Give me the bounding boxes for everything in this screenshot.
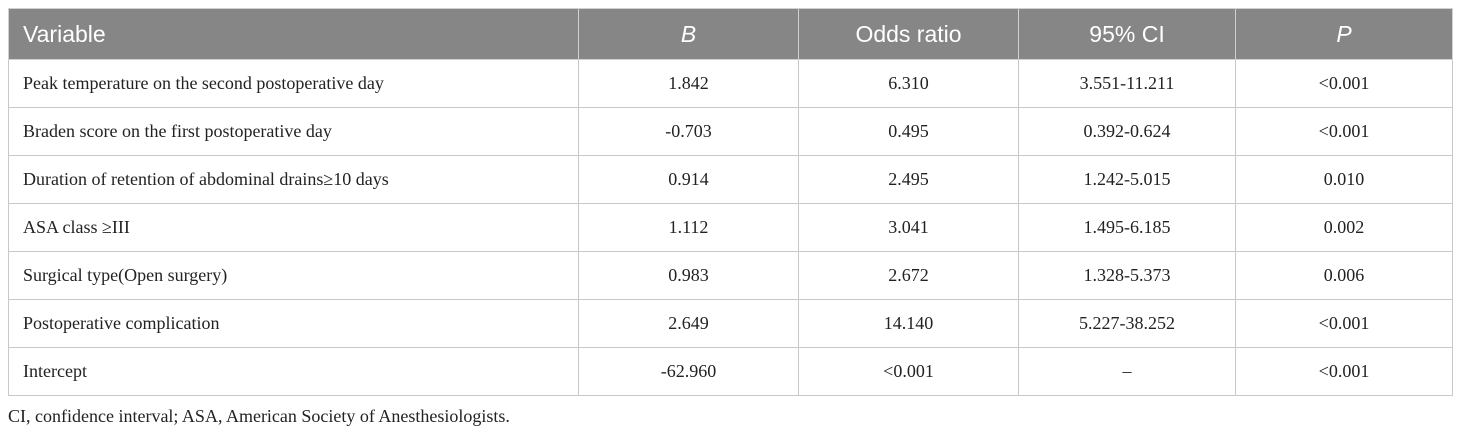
column-header: Odds ratio bbox=[798, 8, 1019, 60]
variable-cell: Intercept bbox=[8, 347, 579, 396]
table-header: Variable B Odds ratio 95% CI P bbox=[8, 8, 1453, 60]
table-row: Surgical type(Open surgery) 0.983 2.672 1.3… bbox=[8, 251, 1453, 300]
column-header: Variable bbox=[8, 8, 579, 60]
value-cell: 1.495-6.185 bbox=[1018, 203, 1236, 252]
value-cell: <0.001 bbox=[1235, 107, 1453, 156]
value-cell: 0.006 bbox=[1235, 251, 1453, 300]
table-row: Duration of retention of abdominal drain… bbox=[8, 155, 1453, 204]
value-cell: -0.703 bbox=[578, 107, 799, 156]
variable-cell: Duration of retention of abdominal drain… bbox=[8, 155, 579, 204]
variable-cell: ASA class ≥III bbox=[8, 203, 579, 252]
value-cell: 0.002 bbox=[1235, 203, 1453, 252]
value-cell: -62.960 bbox=[578, 347, 799, 396]
value-cell: 5.227-38.252 bbox=[1018, 299, 1236, 348]
value-cell: 0.392-0.624 bbox=[1018, 107, 1236, 156]
variable-cell: Peak temperature on the second postopera… bbox=[8, 59, 579, 108]
value-cell: 6.310 bbox=[798, 59, 1019, 108]
column-header: P bbox=[1235, 8, 1453, 60]
value-cell: 0.914 bbox=[578, 155, 799, 204]
column-header: 95% CI bbox=[1018, 8, 1236, 60]
value-cell: <0.001 bbox=[1235, 59, 1453, 108]
value-cell: 0.983 bbox=[578, 251, 799, 300]
value-cell: – bbox=[1018, 347, 1236, 396]
value-cell: <0.001 bbox=[1235, 347, 1453, 396]
value-cell: 14.140 bbox=[798, 299, 1019, 348]
value-cell: 3.551-11.211 bbox=[1018, 59, 1236, 108]
value-cell: <0.001 bbox=[798, 347, 1019, 396]
table-row: Intercept -62.960 <0.001– <0.001 bbox=[8, 347, 1453, 396]
value-cell: 2.495 bbox=[798, 155, 1019, 204]
variable-cell: Postoperative complication bbox=[8, 299, 579, 348]
value-cell: <0.001 bbox=[1235, 299, 1453, 348]
table-row: Postoperative complication 2.649 14.140 5.2… bbox=[8, 299, 1453, 348]
value-cell: 0.495 bbox=[798, 107, 1019, 156]
variable-cell: Braden score on the first postoperative … bbox=[8, 107, 579, 156]
column-header: B bbox=[578, 8, 799, 60]
value-cell: 1.242-5.015 bbox=[1018, 155, 1236, 204]
header-row: Variable B Odds ratio 95% CI P bbox=[8, 8, 1453, 60]
variable-cell: Surgical type(Open surgery) bbox=[8, 251, 579, 300]
value-cell: 2.672 bbox=[798, 251, 1019, 300]
value-cell: 1.842 bbox=[578, 59, 799, 108]
table-row: Braden score on the first postoperative … bbox=[8, 107, 1453, 156]
value-cell: 0.010 bbox=[1235, 155, 1453, 204]
value-cell: 1.328-5.373 bbox=[1018, 251, 1236, 300]
value-cell: 2.649 bbox=[578, 299, 799, 348]
footnote: CI, confidence interval; ASA, American S… bbox=[8, 406, 510, 426]
value-cell: 1.112 bbox=[578, 203, 799, 252]
table-row: ASA class ≥III 1.112 3.041 1.495-6.185 0.002 bbox=[8, 203, 1453, 252]
table-row: Peak temperature on the second postopera… bbox=[8, 59, 1453, 108]
table-body: Peak temperature on the second postopera… bbox=[8, 59, 1453, 396]
value-cell: 3.041 bbox=[798, 203, 1019, 252]
results-table: Variable B Odds ratio 95% CI P Peak temperat… bbox=[8, 8, 1453, 396]
